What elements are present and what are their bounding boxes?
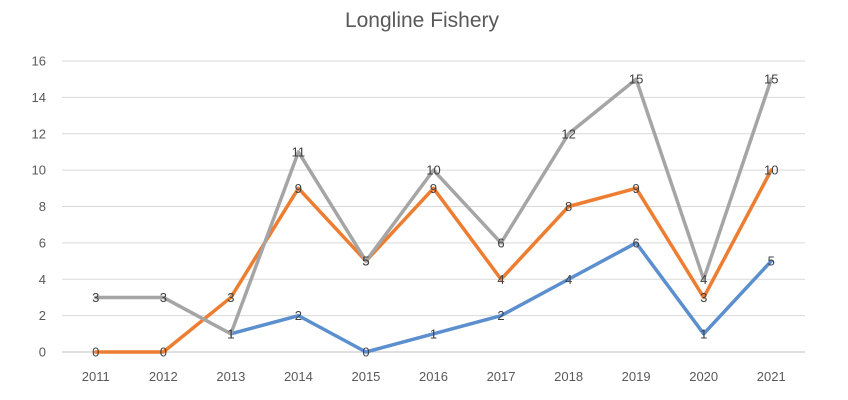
y-axis-tick-labels: 0 2 4 6 8 10 12 14 16 [32,54,46,360]
y-tick-label: 0 [39,345,46,360]
data-label-series-1: 1 [430,326,437,341]
y-tick-label: 12 [32,126,46,141]
data-label-series-2: 3 [700,290,707,305]
data-label-series-2: 9 [295,181,302,196]
data-label-series-3: 5 [362,254,369,269]
data-label-series-3: 12 [561,126,575,141]
chart-title: Longline Fishery [345,9,500,32]
data-label-series-2: 9 [430,181,437,196]
data-label-series-2: 4 [497,272,504,287]
x-tick-label: 2011 [82,369,110,384]
series-lines [94,77,773,354]
data-label-series-2: 5 [362,254,369,269]
x-tick-label: 2014 [284,369,313,384]
data-label-series-3: 6 [497,235,504,250]
y-tick-label: 10 [32,163,46,178]
data-label-series-3: 10 [426,163,440,178]
data-label-series-1: 5 [768,254,775,269]
data-label-series-1: 2 [295,308,302,323]
data-label-series-3: 4 [700,272,707,287]
x-tick-label: 2019 [622,369,651,384]
y-tick-label: 2 [39,308,46,323]
series-line-3 [94,77,773,336]
data-label-series-3: 15 [629,72,643,87]
data-label-series-1: 2 [497,308,504,323]
x-tick-label: 2017 [487,369,516,384]
data-label-series-1: 0 [362,345,369,360]
x-tick-label: 2018 [554,369,583,384]
series-line-2 [94,168,773,354]
x-tick-label: 2015 [351,369,380,384]
gridlines [62,60,805,353]
data-label-series-3: 15 [764,72,778,87]
data-label-series-2: 9 [633,181,640,196]
data-label-series-3: 3 [92,290,99,305]
data-label-series-2: 0 [160,345,167,360]
y-tick-label: 16 [32,54,46,69]
data-label-series-1: 1 [700,326,707,341]
data-label-series-2: 0 [92,345,99,360]
data-label-series-2: 3 [227,290,234,305]
data-label-series-1: 6 [633,235,640,250]
data-label-series-2: 10 [764,163,778,178]
x-tick-label: 2012 [149,369,178,384]
y-tick-label: 6 [39,235,46,250]
data-label-series-1: 4 [565,272,572,287]
x-tick-label: 2021 [757,369,786,384]
series-line-1 [229,241,773,354]
x-tick-label: 2013 [216,369,245,384]
y-tick-label: 4 [39,272,46,287]
data-label-series-3: 1 [227,326,234,341]
y-tick-label: 8 [39,199,46,214]
data-label-series-3: 3 [160,290,167,305]
x-tick-label: 2016 [419,369,448,384]
x-tick-label: 2020 [689,369,718,384]
data-label-series-3: 11 [292,144,306,159]
y-tick-label: 14 [32,90,46,105]
data-label-series-2: 8 [565,199,572,214]
data-label-series-1: 1 [227,326,234,341]
x-axis-tick-labels: 2011 2012 2013 2014 2015 2016 2017 2018 2019 2020… [82,369,786,384]
